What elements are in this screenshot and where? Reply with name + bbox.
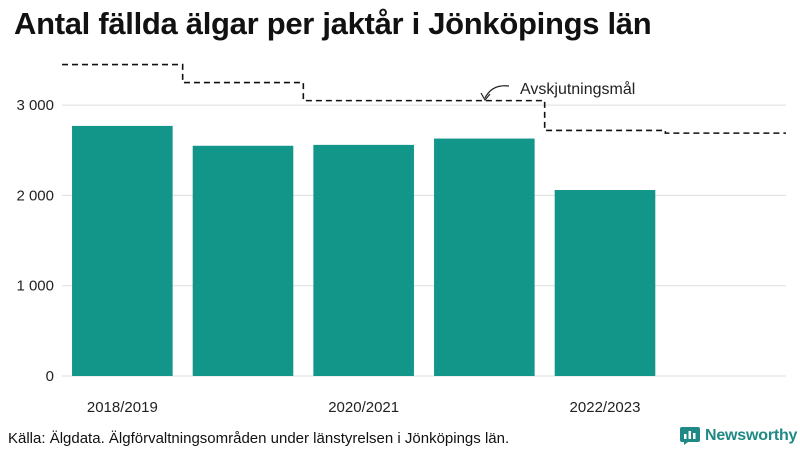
gridlines xyxy=(62,104,786,377)
chart-title: Antal fällda älgar per jaktår i Jönköpin… xyxy=(14,6,652,41)
brand-name: Newsworthy xyxy=(705,427,798,444)
y-axis-ticks: 0 1 000 2 000 3 000 xyxy=(16,97,54,385)
annotation-arrow xyxy=(484,85,510,99)
bar xyxy=(192,145,294,376)
target-line xyxy=(62,63,786,134)
bar xyxy=(313,144,414,376)
bar xyxy=(554,190,656,376)
y-tick-label: 3 000 xyxy=(16,97,54,114)
x-tick-label: 2018/2019 xyxy=(87,399,158,416)
bar xyxy=(434,138,535,376)
newsworthy-logo-icon xyxy=(680,427,700,445)
x-tick-label: 2020/2021 xyxy=(328,399,399,416)
bars xyxy=(72,125,656,376)
x-tick-label: 2022/2023 xyxy=(570,399,641,416)
annotation-arrowhead xyxy=(480,92,491,102)
target-annotation: Avskjutningsmål xyxy=(480,80,635,102)
y-tick-label: 2 000 xyxy=(16,187,54,204)
brand: Newsworthy xyxy=(680,427,797,445)
source-note: Källa: Älgdata. Älgförvaltningsområden u… xyxy=(8,430,510,447)
y-tick-label: 0 xyxy=(46,368,54,385)
bar xyxy=(72,125,173,376)
y-tick-label: 1 000 xyxy=(16,278,54,295)
target-step-line xyxy=(62,63,786,134)
target-label: Avskjutningsmål xyxy=(520,80,635,98)
x-axis-ticks: 2018/2019 2020/2021 2022/2023 xyxy=(87,399,641,416)
